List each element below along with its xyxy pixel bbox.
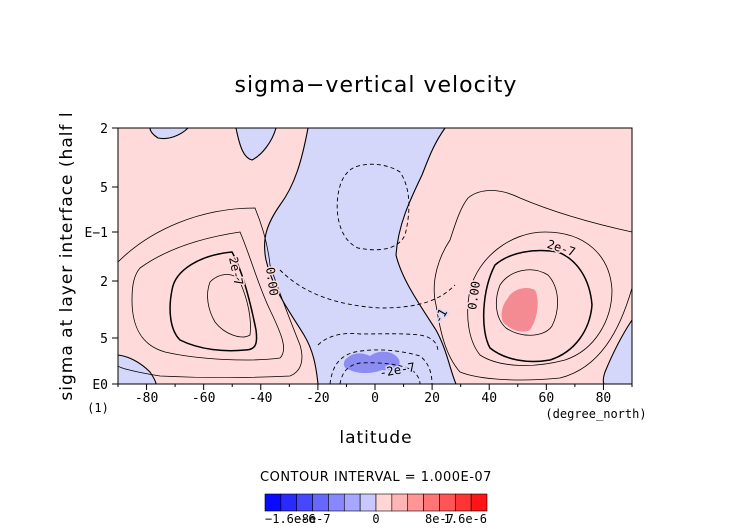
pos-contour-left-inner <box>207 274 251 338</box>
pos-contour-left-mid <box>131 231 284 361</box>
negative-region-tropics <box>264 128 456 384</box>
negative-region-top-left <box>150 128 188 139</box>
y-tick-label: E−1 <box>85 226 108 241</box>
colorbar-swatch <box>470 493 488 512</box>
negative-region-bottom-left <box>118 355 156 384</box>
pos-contour-right-mid <box>467 231 613 366</box>
negative-region-top-mid <box>236 128 276 160</box>
y-tick-label: 2 <box>100 275 108 290</box>
colorbar-swatch <box>296 493 313 512</box>
x-axis: -80 -60 -40 -20 0 20 40 60 80 <box>117 384 633 406</box>
negative-region-bottom-right <box>603 320 632 384</box>
colorbar-swatch <box>375 493 393 512</box>
neg-contour-upper-bubble <box>336 163 410 251</box>
colorbar-swatch <box>312 493 329 512</box>
x-tick-label: 20 <box>424 391 440 406</box>
max-positive-patch <box>501 287 538 332</box>
colorbar-swatch <box>454 493 472 512</box>
colorbar-swatch <box>439 493 456 512</box>
y-tick-label: 2 <box>100 122 108 137</box>
y-axis: 2 5 E−1 2 5 E0 <box>85 122 118 393</box>
contour-interval-text: CONTOUR INTERVAL = 1.000E-07 <box>260 470 492 485</box>
colorbar-swatch <box>407 493 424 512</box>
x-tick-label: -20 <box>306 391 329 406</box>
colorbar-tick-label: 0 <box>372 512 379 526</box>
colorbar-swatch <box>423 493 440 512</box>
plot-area: 2e-7 2e-7 0.00 0.00 -1 -2e-7 <box>117 127 633 385</box>
colorbar-tick-label: 8e-7 <box>425 512 454 526</box>
colorbar-tick-label: −8e-7 <box>295 512 331 526</box>
x-tick-label: -40 <box>249 391 272 406</box>
colorbar-swatch <box>391 493 409 512</box>
zero-contour-left <box>263 127 319 385</box>
colorbar-swatch <box>328 493 345 512</box>
x-axis-label: latitude <box>339 428 412 448</box>
contour-2e-7-left <box>169 251 258 352</box>
labeled-contours <box>169 249 593 363</box>
contour-2e-7-right <box>482 249 593 363</box>
colorbar: −1.6e-6−8e-7 0 8e-71.6e-6 <box>264 493 488 526</box>
y-tick-label: E0 <box>92 378 108 393</box>
zero-contour-top-mid <box>235 127 277 161</box>
negative-contours <box>279 163 456 385</box>
chart-title: sigma−vertical velocity <box>235 73 518 98</box>
y-tick-label: 5 <box>100 181 108 196</box>
zero-contour-bottom-left <box>117 354 157 385</box>
x-tick-label: -80 <box>135 391 158 406</box>
y-axis-label: sigma at layer interface (half l <box>57 111 77 400</box>
colorbar-tick-label: 1.6e-6 <box>444 512 487 526</box>
pos-contour-right-inner <box>495 269 558 336</box>
neg-contour-mid <box>279 269 456 309</box>
zero-contour-top-left <box>149 127 189 140</box>
colorbar-swatch <box>359 493 377 512</box>
neg-contour-lower-3 <box>339 362 421 385</box>
x-tick-label: 40 <box>481 391 497 406</box>
pos-contour-right-outer <box>433 190 633 381</box>
neg-contour-lower-2 <box>329 349 433 385</box>
y-tick-label: 5 <box>100 332 108 347</box>
x-tick-label: 60 <box>539 391 555 406</box>
colorbar-swatch <box>343 493 361 512</box>
x-tick-label: 0 <box>371 391 379 406</box>
x-axis-units: (degree_north) <box>545 407 646 421</box>
colorbar-swatch <box>280 493 298 512</box>
neg-contour-lower-1 <box>317 333 439 353</box>
zero-contours <box>117 127 633 385</box>
zero-contour-bottom-right <box>602 319 633 385</box>
y-axis-units: (1) <box>87 401 109 415</box>
zero-contour-right <box>395 127 457 385</box>
contour-label-zero-right: 0.00 <box>465 280 483 311</box>
contour-labels: 2e-7 2e-7 0.00 0.00 -1 -2e-7 <box>225 236 579 382</box>
colorbar-tick-label: −1.6e-6 <box>265 512 316 526</box>
x-tick-label: -60 <box>192 391 215 406</box>
pos-contour-left-outer <box>117 207 303 378</box>
positive-contours <box>117 190 633 381</box>
contour-label-zero-left: 0.00 <box>263 266 281 297</box>
colorbar-swatch <box>264 493 282 512</box>
x-tick-label: 80 <box>596 391 612 406</box>
